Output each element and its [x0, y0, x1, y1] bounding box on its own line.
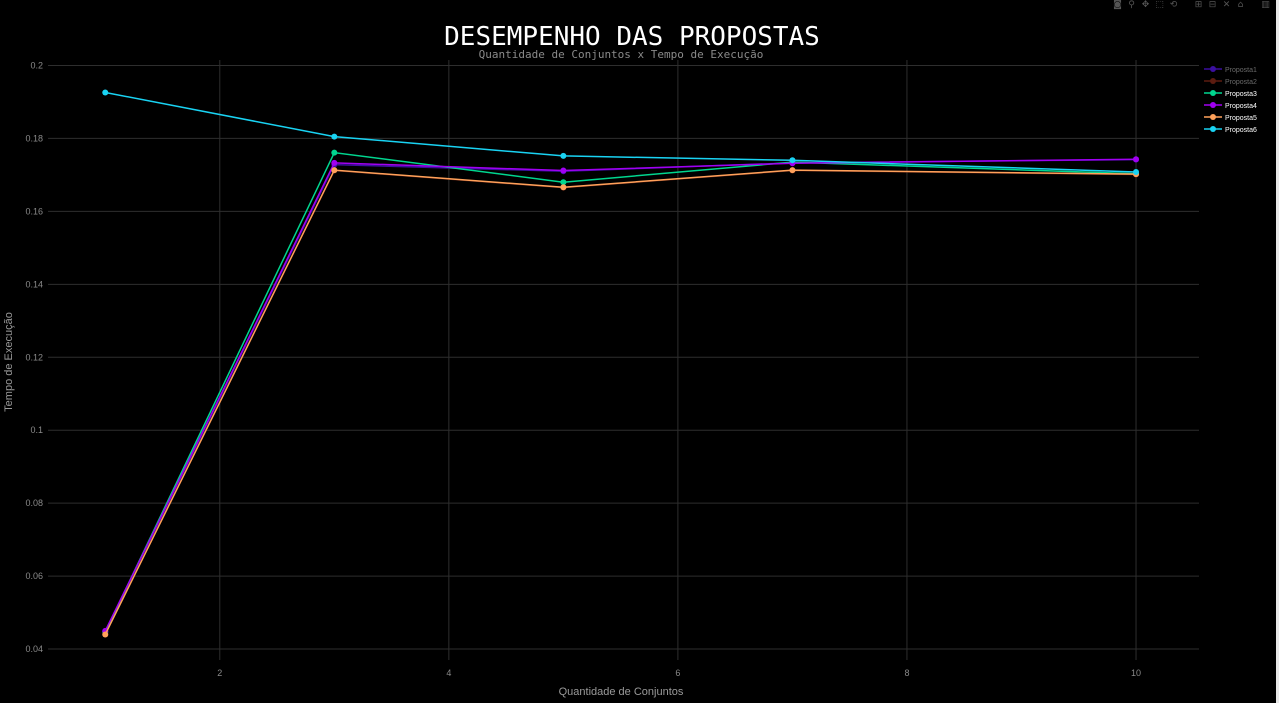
- legend-item-proposta3[interactable]: Proposta3: [1204, 90, 1257, 98]
- legend-item-proposta1[interactable]: Proposta1: [1204, 66, 1257, 74]
- y-axis-label: Tempo de Execução: [3, 312, 15, 412]
- y-tick-label: 0.04: [25, 644, 43, 654]
- legend-swatch-marker: [1210, 66, 1216, 72]
- data-point[interactable]: [1133, 168, 1140, 175]
- series-line: [105, 91, 1137, 173]
- series-proposta2[interactable]: [102, 167, 1140, 637]
- legend-label: Proposta2: [1225, 79, 1257, 86]
- data-point[interactable]: [331, 167, 338, 174]
- legend-label: Proposta4: [1225, 103, 1257, 110]
- y-tick-label: 0.2: [30, 60, 43, 70]
- y-tick-label: 0.1: [30, 425, 43, 435]
- x-tick-label: 8: [904, 668, 909, 678]
- autoscale-icon[interactable]: ✕: [1222, 0, 1231, 10]
- legend-label: Proposta3: [1225, 91, 1257, 98]
- data-point[interactable]: [331, 133, 338, 140]
- y-tick-label: 0.12: [25, 352, 43, 362]
- data-point[interactable]: [789, 167, 796, 174]
- series-proposta4[interactable]: [102, 156, 1140, 634]
- home-icon[interactable]: ⌂: [1237, 0, 1244, 10]
- x-tick-label: 6: [675, 668, 680, 678]
- data-point[interactable]: [789, 157, 796, 164]
- data-point[interactable]: [331, 159, 338, 166]
- y-tick-label: 0.06: [25, 571, 43, 581]
- data-point[interactable]: [331, 149, 338, 156]
- zoom-icon[interactable]: ⚲: [1128, 0, 1135, 10]
- series-line: [104, 169, 1137, 635]
- legend-swatch-marker: [1210, 114, 1216, 120]
- zoom-out-icon[interactable]: ⊟: [1208, 0, 1217, 10]
- camera-icon[interactable]: ◙: [1113, 0, 1122, 10]
- tick-labels: 0.04 0.06 0.08 0.1 0.12 0.14 0.16 0.18 0.2 2 4 6 8 10: [25, 60, 1141, 678]
- y-tick-label: 0.16: [25, 206, 43, 216]
- chart-title: DESEMPENHO DAS PROPOSTAS: [444, 22, 820, 52]
- pan-icon[interactable]: ✥: [1141, 0, 1150, 10]
- legend-swatch-marker: [1210, 102, 1216, 108]
- legend-swatch-marker: [1210, 90, 1216, 96]
- x-tick-label: 2: [217, 668, 222, 678]
- series-lines[interactable]: [102, 89, 1140, 638]
- series-line: [104, 158, 1137, 633]
- lasso-icon[interactable]: ⟲: [1169, 0, 1178, 10]
- legend-label: Proposta1: [1225, 67, 1257, 74]
- data-point[interactable]: [560, 179, 567, 186]
- series-line: [104, 158, 1137, 632]
- legend-label: Proposta5: [1225, 115, 1257, 122]
- legend[interactable]: Proposta1 Proposta2 Proposta3 Proposta4 Prop…: [1204, 66, 1257, 134]
- legend-swatch-marker: [1210, 126, 1216, 132]
- chart-subtitle: Quantidade de Conjuntos x Tempo de Execu…: [479, 48, 764, 61]
- x-axis-label: Quantidade de Conjuntos: [559, 686, 684, 698]
- x-tick-label: 4: [446, 668, 451, 678]
- legend-item-proposta5[interactable]: Proposta5: [1204, 114, 1257, 122]
- y-tick-label: 0.08: [25, 498, 43, 508]
- data-point[interactable]: [560, 184, 567, 191]
- series-line: [104, 151, 1137, 633]
- series-line: [104, 169, 1137, 635]
- legend-label: Proposta6: [1225, 127, 1257, 134]
- legend-item-proposta4[interactable]: Proposta4: [1204, 102, 1257, 110]
- data-point[interactable]: [1133, 156, 1140, 163]
- series-proposta3[interactable]: [102, 149, 1140, 635]
- series-proposta6[interactable]: [102, 89, 1140, 175]
- data-point[interactable]: [102, 631, 109, 638]
- gridlines: [48, 60, 1199, 660]
- data-point[interactable]: [560, 152, 567, 159]
- series-proposta1[interactable]: [102, 156, 1140, 635]
- legend-swatch-marker: [1210, 78, 1216, 84]
- legend-item-proposta2[interactable]: Proposta2: [1204, 78, 1257, 86]
- legend-item-proposta6[interactable]: Proposta6: [1204, 126, 1257, 134]
- plotly-logo-icon[interactable]: ▥: [1261, 0, 1270, 10]
- modebar: ◙ ⚲ ✥ ⬚ ⟲ ⊞ ⊟ ✕ ⌂ ▥: [1112, 0, 1271, 10]
- y-tick-label: 0.14: [25, 279, 43, 289]
- x-tick-label: 10: [1131, 668, 1141, 678]
- box-select-icon[interactable]: ⬚: [1155, 0, 1164, 10]
- y-tick-label: 0.18: [25, 133, 43, 143]
- data-point[interactable]: [102, 89, 109, 96]
- series-proposta5[interactable]: [102, 167, 1140, 638]
- scrollbar[interactable]: [1276, 0, 1279, 703]
- data-point[interactable]: [560, 167, 567, 174]
- zoom-in-icon[interactable]: ⊞: [1194, 0, 1203, 10]
